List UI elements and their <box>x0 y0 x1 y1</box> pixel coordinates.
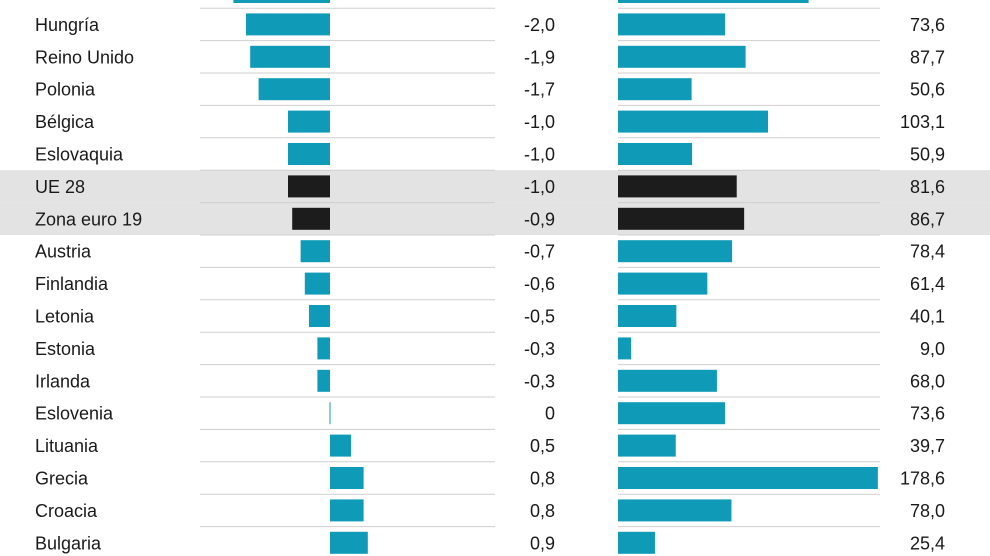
debt-value-label: 178,6 <box>900 469 945 489</box>
debt-value-label: 50,9 <box>910 145 945 165</box>
country-label: Eslovaquia <box>35 145 124 165</box>
debt-bar <box>618 0 809 3</box>
balance-bar <box>300 240 330 263</box>
balance-bar <box>330 434 351 457</box>
debt-bar <box>618 143 693 165</box>
country-label: Grecia <box>35 469 89 489</box>
balance-bar <box>330 499 364 522</box>
country-label: Bulgaria <box>35 533 102 553</box>
balance-bar <box>258 78 330 101</box>
balance-bar <box>233 0 330 3</box>
debt-bar <box>618 240 733 263</box>
row-separators <box>200 7 880 528</box>
balance-bar <box>329 402 331 425</box>
balance-value-label: -0,9 <box>524 209 555 229</box>
debt-bar <box>618 531 655 554</box>
balance-value-label: -2,0 <box>524 15 555 35</box>
balance-bars <box>233 0 368 554</box>
balance-bar <box>292 207 330 230</box>
balance-bar <box>330 531 368 554</box>
debt-value-label: 73,6 <box>910 15 945 35</box>
balance-bar <box>288 143 330 165</box>
balance-value-label: 0,5 <box>530 436 555 456</box>
country-label: Irlanda <box>35 371 91 391</box>
row-backgrounds <box>0 170 990 235</box>
debt-bar <box>618 272 708 295</box>
country-label: Hungría <box>35 15 100 35</box>
balance-value-label: -1,0 <box>524 145 555 165</box>
balance-value-label: -0,6 <box>524 274 555 294</box>
debt-value-label: 68,0 <box>910 371 945 391</box>
debt-bar <box>618 499 732 522</box>
debt-bar <box>618 207 745 230</box>
debt-value-label: 86,7 <box>910 209 945 229</box>
country-label: Austria <box>35 242 92 262</box>
debt-bar <box>618 78 692 101</box>
country-label: Polonia <box>35 80 96 100</box>
country-label: Estonia <box>35 339 96 359</box>
balance-value-label: -1,0 <box>524 177 555 197</box>
debt-bar <box>618 175 737 198</box>
row-labels: Hungría -2,0 73,6 Reino Unido -1,9 87,7 Poloni… <box>35 15 945 553</box>
country-label: Lituania <box>35 436 99 456</box>
debt-bar <box>618 45 746 68</box>
debt-value-label: 87,7 <box>910 47 945 67</box>
balance-bar <box>250 45 330 68</box>
balance-value-label: -0,3 <box>524 339 555 359</box>
debt-value-label: 78,0 <box>910 501 945 521</box>
balance-value-label: -1,9 <box>524 47 555 67</box>
balance-bar <box>317 369 330 392</box>
debt-bars <box>618 0 878 554</box>
country-label: Zona euro 19 <box>35 209 142 229</box>
country-label: Finlandia <box>35 274 109 294</box>
highlight-row <box>0 202 990 235</box>
country-label: Letonia <box>35 307 95 327</box>
balance-bar <box>309 305 330 327</box>
debt-bar <box>618 467 878 489</box>
balance-bar <box>317 337 330 360</box>
debt-bar <box>618 402 726 425</box>
country-label: Croacia <box>35 501 98 521</box>
debt-value-label: 9,0 <box>920 339 945 359</box>
debt-bar <box>618 434 676 457</box>
highlight-row <box>0 170 990 203</box>
debt-value-label: 103,1 <box>900 112 945 132</box>
balance-bar <box>288 110 330 133</box>
debt-value-label: 73,6 <box>910 404 945 424</box>
balance-value-label: 0,8 <box>530 501 555 521</box>
debt-value-label: 25,4 <box>910 533 945 553</box>
balance-value-label: -0,5 <box>524 307 555 327</box>
country-label: UE 28 <box>35 177 85 197</box>
debt-bar <box>618 369 717 392</box>
debt-value-label: 40,1 <box>910 307 945 327</box>
balance-bar <box>288 175 330 198</box>
debt-bar <box>618 305 677 327</box>
debt-value-label: 78,4 <box>910 242 945 262</box>
debt-value-label: 50,6 <box>910 80 945 100</box>
debt-bar <box>618 337 632 360</box>
country-label: Bélgica <box>35 112 95 132</box>
balance-value-label: -1,7 <box>524 80 555 100</box>
balance-bar <box>304 272 330 295</box>
debt-value-label: 81,6 <box>910 177 945 197</box>
balance-bar <box>330 467 364 489</box>
balance-bar <box>246 13 330 36</box>
country-label: Reino Unido <box>35 47 134 67</box>
balance-value-label: -0,3 <box>524 371 555 391</box>
debt-bar <box>618 13 726 36</box>
balance-value-label: 0,8 <box>530 469 555 489</box>
debt-bar <box>618 110 769 133</box>
balance-value-label: 0 <box>545 404 555 424</box>
balance-value-label: 0,9 <box>530 533 555 553</box>
country-label: Eslovenia <box>35 404 114 424</box>
balance-value-label: -1,0 <box>524 112 555 132</box>
debt-value-label: 61,4 <box>910 274 945 294</box>
balance-value-label: -0,7 <box>524 242 555 262</box>
debt-value-label: 39,7 <box>910 436 945 456</box>
